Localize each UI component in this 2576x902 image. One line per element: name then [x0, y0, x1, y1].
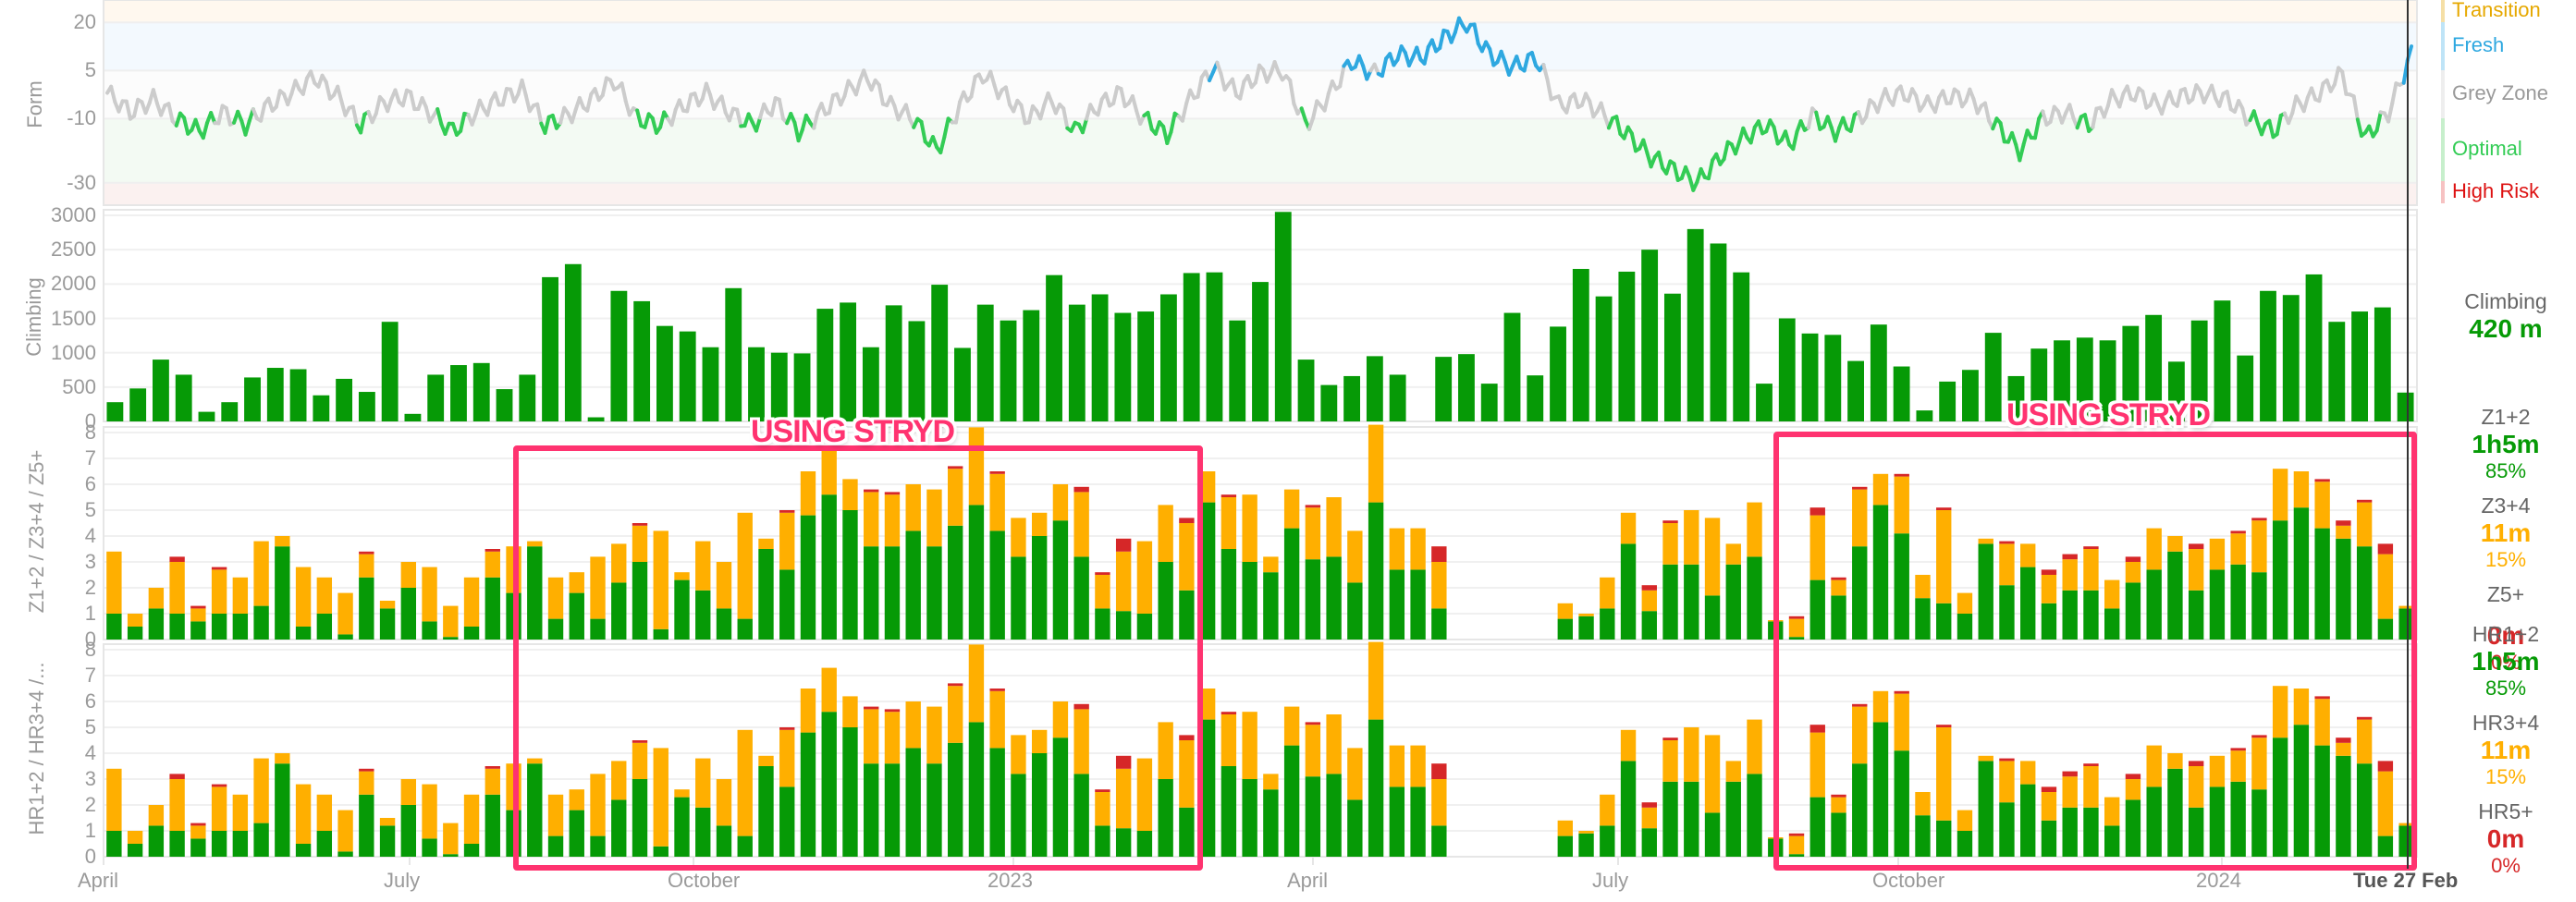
legend-high-risk[interactable]: High Risk — [2452, 179, 2540, 202]
hr-zones-tick: 1 — [84, 819, 96, 842]
hr-zones-tick: 3 — [84, 767, 96, 790]
climbing-tick: 2000 — [51, 272, 96, 296]
hr5-label: HR5+ — [2478, 799, 2533, 823]
hr12-pct: 85% — [2484, 676, 2527, 700]
zones-tick: 2 — [84, 576, 96, 599]
x-axis-tick: July — [1592, 869, 1629, 892]
zones-tick: 4 — [84, 524, 96, 547]
form-tick: 5 — [84, 58, 96, 82]
form-tick: -10 — [67, 106, 96, 130]
climbing-summary-label: Climbing — [2464, 289, 2547, 313]
x-axis-tick: April — [78, 869, 119, 892]
stryd-period-box-1 — [513, 445, 1203, 871]
z34-pct: 15% — [2484, 548, 2527, 571]
climbing-tick: 3000 — [51, 203, 96, 226]
x-axis-tick: October — [1872, 869, 1945, 892]
form-tick: -30 — [67, 170, 96, 194]
legend-fresh[interactable]: Fresh — [2452, 33, 2505, 56]
legend-grey-zone[interactable]: Grey Zone — [2452, 81, 2548, 104]
legend-bar-grey — [2441, 70, 2445, 118]
z5-value: 0m — [2486, 621, 2525, 650]
x-axis-tick: October — [668, 869, 741, 892]
current-date-cursor[interactable] — [2407, 0, 2409, 869]
hr-zones-tick: 2 — [84, 793, 96, 816]
legend-bar-fresh — [2441, 22, 2445, 70]
hr12-value: 1h5m — [2472, 647, 2540, 676]
hr-zone-summary: HR1+2 1h5m 85% HR3+4 11m 15% HR5+ 0m 0% — [2441, 621, 2570, 878]
legend-bar-optimal — [2441, 118, 2445, 181]
zones-tick: 0 — [84, 628, 96, 651]
current-date-label: Tue 27 Feb — [2353, 869, 2459, 892]
climbing-tick: 2500 — [51, 238, 96, 262]
z5-pct: 0% — [2491, 651, 2521, 674]
zones-tick: 8 — [84, 421, 96, 444]
stryd-label-2: USING STRYD — [2006, 397, 2211, 433]
hr-zones-tick: 4 — [84, 741, 96, 764]
zones-tick: 7 — [84, 446, 96, 469]
x-axis-tick: July — [384, 869, 421, 892]
legend-transition[interactable]: Transition — [2452, 0, 2541, 21]
hr5-pct: 0% — [2491, 854, 2521, 877]
pace-zone-summary: Z1+2 1h5m 85% Z3+4 11m 15% Z5+ — [2441, 404, 2570, 607]
climbing-summary-value: 420 m — [2469, 314, 2543, 343]
zones-tick: 5 — [84, 498, 96, 521]
hr-zones-tick: 6 — [84, 689, 96, 713]
stryd-label-1: USING STRYD — [751, 414, 955, 449]
z12-label: Z1+2 — [2481, 405, 2531, 429]
zones-tick: 3 — [84, 550, 96, 573]
hr-zones-tick: 8 — [84, 638, 96, 661]
zones-tick: 6 — [84, 472, 96, 495]
form-tick: 20 — [73, 10, 96, 34]
hr34-value: 11m — [2480, 736, 2532, 764]
legend-bar-highrisk — [2441, 181, 2445, 203]
z12-pct: 85% — [2484, 459, 2527, 482]
hr-zones-tick: 7 — [84, 664, 96, 687]
climbing-tick: 1500 — [51, 306, 96, 330]
hr5-value: 0m — [2486, 824, 2525, 853]
z5-values: 0m 0% — [2441, 621, 2570, 675]
x-axis-tick: April — [1287, 869, 1329, 892]
z5-label: Z5+ — [2486, 582, 2525, 606]
hr34-label: HR3+4 — [2472, 711, 2540, 735]
legend-bar-transition — [2441, 0, 2445, 22]
hr-zones-tick: 5 — [84, 715, 96, 738]
hr12-label: HR1+2 — [2472, 622, 2540, 646]
x-axis-tick: 2023 — [987, 869, 1033, 892]
legend-optimal[interactable]: Optimal — [2452, 137, 2522, 160]
zones-tick: 1 — [84, 602, 96, 625]
climbing-tick: 1000 — [51, 340, 96, 364]
hr-zones-tick: 0 — [84, 845, 96, 868]
climbing-tick: 0 — [84, 409, 96, 433]
climbing-tick: 500 — [62, 374, 96, 398]
z12-value: 1h5m — [2472, 430, 2540, 458]
z34-label: Z3+4 — [2481, 494, 2531, 518]
x-axis-tick: 2024 — [2196, 869, 2241, 892]
z34-value: 11m — [2480, 518, 2532, 547]
hr34-pct: 15% — [2484, 765, 2527, 788]
stryd-period-box-2 — [1773, 432, 2417, 871]
climbing-summary: Climbing 420 m — [2441, 288, 2570, 344]
